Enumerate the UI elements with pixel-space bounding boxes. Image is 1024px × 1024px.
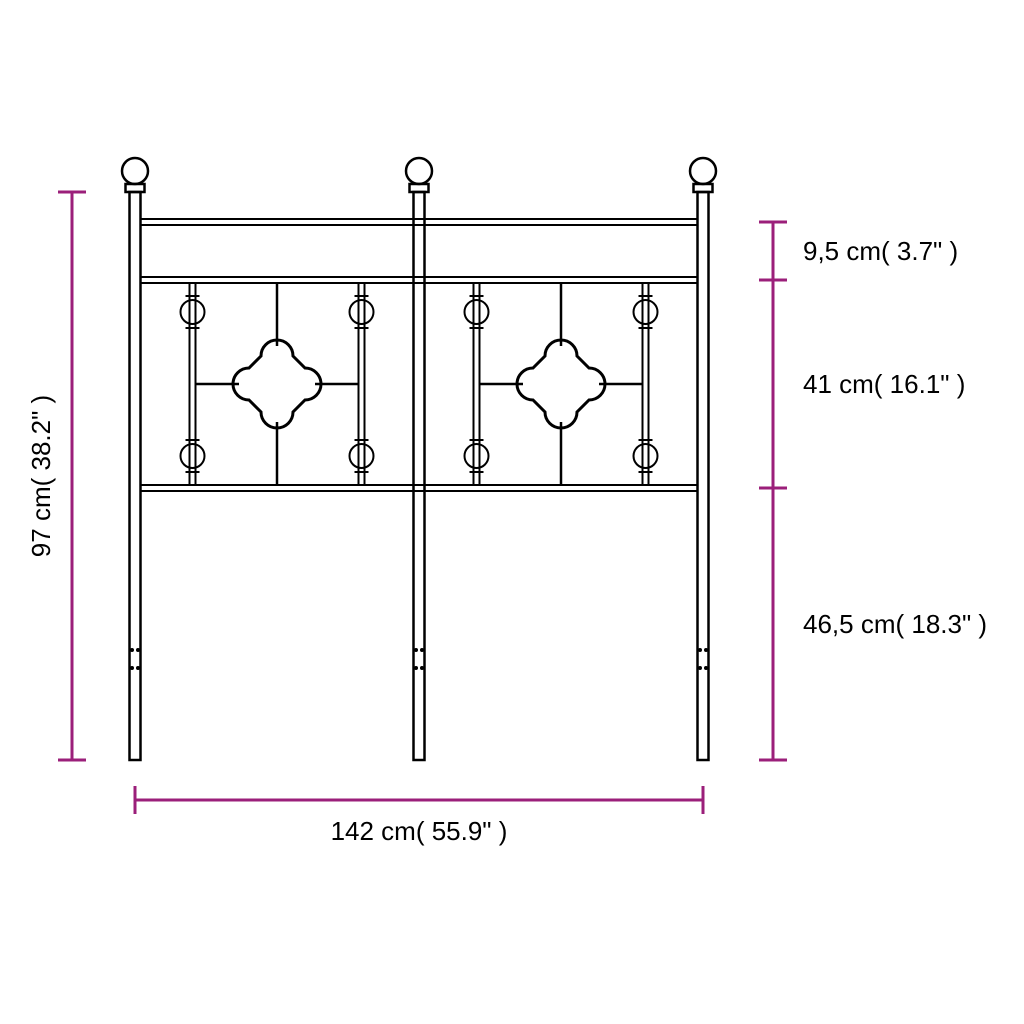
screw-hole <box>704 666 708 670</box>
dim-label: 46,5 cm( 18.3" ) <box>803 609 987 639</box>
finial <box>406 158 432 184</box>
knob <box>181 444 205 468</box>
knob <box>350 300 374 324</box>
screw-hole <box>414 666 418 670</box>
screw-hole <box>420 666 424 670</box>
screw-hole <box>420 648 424 652</box>
dim-label: 97 cm( 38.2" ) <box>26 395 56 557</box>
knob <box>465 444 489 468</box>
post <box>130 192 141 760</box>
finial <box>690 158 716 184</box>
knob <box>634 300 658 324</box>
dim-label: 142 cm( 55.9" ) <box>331 816 508 846</box>
finial <box>122 158 148 184</box>
quatrefoil <box>517 340 605 428</box>
screw-hole <box>698 648 702 652</box>
dim-label: 9,5 cm( 3.7" ) <box>803 236 958 266</box>
screw-hole <box>130 648 134 652</box>
knob <box>465 300 489 324</box>
screw-hole <box>414 648 418 652</box>
knob <box>634 444 658 468</box>
screw-hole <box>704 648 708 652</box>
screw-hole <box>698 666 702 670</box>
quatrefoil <box>233 340 321 428</box>
screw-hole <box>136 666 140 670</box>
screw-hole <box>136 648 140 652</box>
knob <box>181 300 205 324</box>
post <box>698 192 709 760</box>
knob <box>350 444 374 468</box>
screw-hole <box>130 666 134 670</box>
dim-label: 41 cm( 16.1" ) <box>803 369 965 399</box>
